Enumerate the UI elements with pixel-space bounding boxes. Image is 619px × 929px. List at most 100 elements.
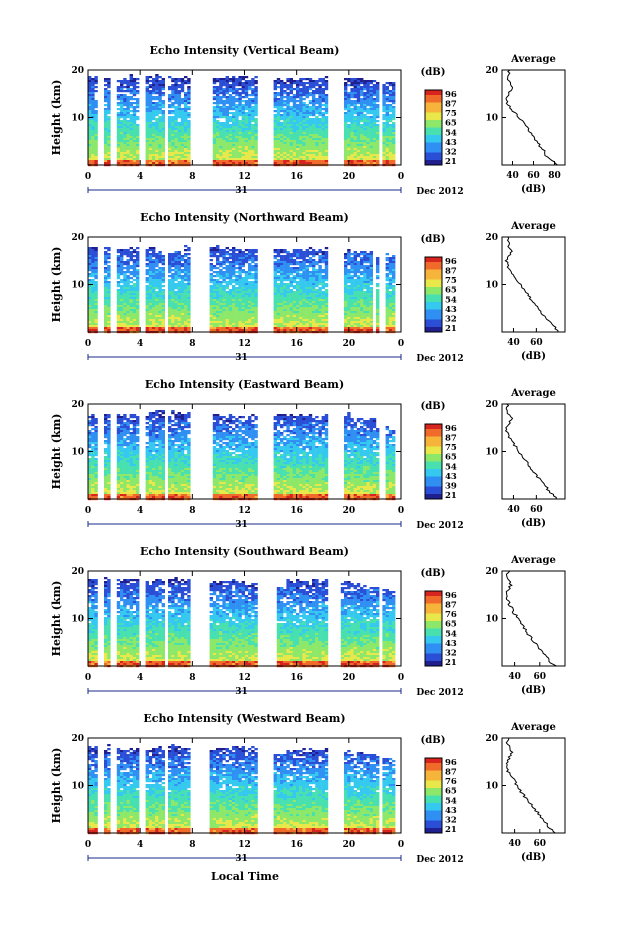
heatmap-cell	[321, 130, 325, 133]
heatmap-cell	[305, 289, 309, 292]
heatmap-cell	[180, 86, 185, 89]
heatmap-cell	[254, 86, 258, 89]
heatmap-cell	[123, 104, 127, 107]
heatmap-cell	[248, 299, 252, 302]
heatmap-cell	[177, 329, 181, 332]
heatmap-cell	[212, 160, 217, 163]
heatmap-cell	[292, 110, 297, 113]
heatmap-cell	[292, 114, 297, 117]
heatmap-cell	[187, 136, 191, 139]
heatmap-cell	[187, 277, 191, 280]
heatmap-cell	[292, 277, 297, 280]
heatmap-cell	[363, 98, 367, 101]
heatmap-cell	[94, 128, 98, 131]
heatmap-cell	[372, 158, 377, 161]
heatmap-cell	[244, 126, 249, 129]
heatmap-cell	[347, 92, 351, 95]
heatmap-cell	[372, 116, 377, 119]
heatmap-cell	[123, 144, 127, 147]
heatmap-cell	[174, 160, 178, 163]
heatmap-cell	[292, 160, 297, 163]
heatmap-cell	[180, 263, 185, 266]
heatmap-cell	[353, 128, 357, 131]
heatmap-cell	[292, 319, 297, 322]
heatmap-cell	[216, 106, 220, 109]
heatmap-cell	[168, 299, 172, 302]
heatmap-cell	[296, 82, 300, 85]
heatmap-cell	[302, 329, 306, 332]
heatmap-cell	[132, 116, 137, 119]
heatmap-cell	[116, 146, 121, 149]
heatmap-cell	[296, 303, 300, 306]
heatmap-cell	[145, 265, 149, 268]
heatmap-cell	[126, 323, 130, 326]
heatmap-cell	[283, 321, 287, 324]
colorbar-swatch	[425, 92, 442, 96]
heatmap-cell	[353, 118, 357, 121]
heatmap-cell	[276, 122, 281, 125]
heatmap-cell	[251, 281, 255, 284]
heatmap-cell	[392, 118, 396, 121]
heatmap-cell	[347, 108, 351, 111]
heatmap-cell	[363, 116, 367, 119]
heatmap-cell	[283, 307, 287, 310]
heatmap-cell	[251, 325, 255, 328]
heatmap-cell	[155, 126, 159, 129]
heatmap-cell	[302, 120, 306, 123]
heatmap-cell	[292, 124, 297, 127]
heatmap-cell	[276, 160, 281, 163]
heatmap-cell	[120, 257, 124, 260]
heatmap-cell	[392, 136, 396, 139]
heatmap-cell	[158, 281, 162, 284]
heatmap-cell	[289, 315, 293, 318]
heatmap-cell	[280, 132, 284, 135]
heatmap-cell	[148, 271, 153, 274]
heatmap-cell	[145, 128, 149, 131]
heatmap-cell	[228, 154, 233, 157]
heatmap-cell	[152, 132, 156, 135]
heatmap-cell	[248, 293, 252, 296]
heatmap-cell	[251, 321, 255, 324]
heatmap-cell	[385, 96, 389, 99]
heatmap-cell	[155, 136, 159, 139]
heatmap-cell	[219, 144, 223, 147]
heatmap-cell	[216, 156, 220, 159]
heatmap-cell	[161, 120, 165, 123]
heatmap-cell	[299, 100, 303, 103]
heatmap-cell	[152, 104, 156, 107]
heatmap-cell	[107, 98, 111, 101]
heatmap-cell	[228, 263, 233, 266]
y-tick-label: 20	[71, 66, 84, 76]
heatmap-cell	[177, 116, 181, 119]
heatmap-cell	[184, 327, 188, 330]
heatmap-cell	[382, 116, 386, 119]
heatmap-cell	[123, 162, 127, 165]
heatmap-cell	[94, 255, 98, 258]
heatmap-cell	[158, 106, 162, 109]
heatmap-cell	[283, 317, 287, 320]
heatmap-cell	[158, 325, 162, 328]
heatmap-cell	[238, 140, 242, 143]
heatmap-cell	[344, 158, 348, 161]
heatmap-cell	[356, 136, 361, 139]
heatmap-cell	[174, 126, 178, 129]
heatmap-cell	[129, 106, 133, 109]
heatmap-cell	[238, 82, 242, 85]
heatmap-cell	[158, 261, 162, 264]
heatmap-cell	[305, 281, 309, 284]
heatmap-cell	[155, 112, 159, 115]
heatmap-cell	[283, 271, 287, 274]
heatmap-cell	[238, 285, 242, 288]
heatmap-cell	[155, 102, 159, 105]
heatmap-cell	[116, 96, 121, 99]
heatmap-cell	[289, 140, 293, 143]
heatmap-cell	[148, 152, 153, 155]
heatmap-cell	[321, 140, 325, 143]
heatmap-cell	[280, 301, 284, 304]
heatmap-cell	[251, 327, 255, 330]
heatmap-cell	[120, 88, 124, 91]
heatmap-cell	[241, 90, 245, 93]
heatmap-cell	[129, 255, 133, 258]
heatmap-cell	[280, 299, 284, 302]
heatmap-cell	[292, 253, 297, 256]
